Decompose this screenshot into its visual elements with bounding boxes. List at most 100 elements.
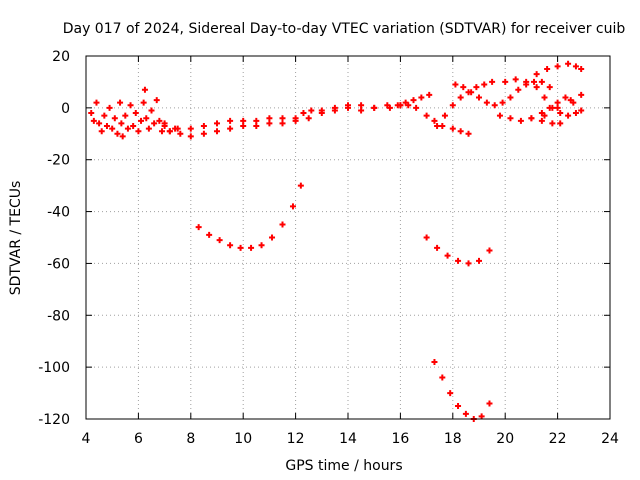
data-point bbox=[512, 76, 519, 83]
data-point bbox=[161, 120, 168, 127]
data-point bbox=[158, 128, 165, 135]
data-point bbox=[153, 97, 160, 104]
data-point bbox=[148, 107, 155, 114]
data-point bbox=[145, 125, 152, 132]
data-point bbox=[468, 89, 475, 96]
series-cross-b bbox=[452, 78, 553, 109]
data-point bbox=[457, 128, 464, 135]
data-point bbox=[118, 120, 125, 127]
data-point bbox=[554, 63, 561, 70]
data-point bbox=[426, 91, 433, 98]
axis-ticks: 4 6 8 10 12 14 16 18 20 22 24 -120 -100 -80 -60 -40 -20 0… bbox=[38, 49, 619, 447]
data-point bbox=[531, 78, 538, 85]
data-point bbox=[483, 99, 490, 106]
data-point bbox=[258, 242, 265, 249]
data-point bbox=[127, 102, 134, 109]
data-point bbox=[578, 107, 585, 114]
data-point bbox=[240, 123, 247, 130]
data-point bbox=[538, 78, 545, 85]
series-right-loop bbox=[533, 84, 585, 119]
data-point bbox=[541, 112, 548, 119]
data-point bbox=[248, 244, 255, 251]
x-tick-label: 8 bbox=[186, 431, 195, 447]
chart-title: Day 017 of 2024, Sidereal Day-to-day VTE… bbox=[63, 21, 626, 37]
data-point bbox=[214, 120, 220, 127]
data-point bbox=[96, 120, 103, 127]
data-point bbox=[195, 224, 202, 231]
y-tick-label: -120 bbox=[38, 412, 70, 428]
data-point bbox=[227, 242, 234, 249]
data-point bbox=[318, 107, 325, 114]
data-point bbox=[174, 125, 181, 132]
data-point bbox=[187, 133, 194, 140]
data-point bbox=[546, 104, 553, 111]
data-point bbox=[143, 115, 150, 122]
data-point bbox=[455, 403, 462, 410]
data-point bbox=[557, 110, 564, 117]
data-point bbox=[507, 94, 514, 101]
data-point bbox=[481, 81, 488, 88]
data-point bbox=[449, 125, 456, 132]
series-cluster-early bbox=[88, 86, 179, 140]
data-points bbox=[88, 60, 585, 422]
data-point bbox=[292, 115, 299, 122]
data-point bbox=[200, 130, 207, 137]
data-point bbox=[132, 110, 139, 117]
x-tick-label: 16 bbox=[391, 431, 409, 447]
data-point bbox=[523, 78, 530, 85]
data-point bbox=[462, 410, 469, 417]
data-point bbox=[541, 94, 548, 101]
data-point bbox=[434, 244, 441, 251]
data-point bbox=[130, 123, 137, 130]
y-tick-label: -20 bbox=[47, 153, 70, 169]
data-point bbox=[431, 117, 438, 124]
data-point bbox=[465, 130, 472, 137]
data-point bbox=[455, 257, 462, 264]
data-point bbox=[567, 97, 574, 104]
data-point bbox=[109, 125, 116, 132]
data-point bbox=[476, 94, 482, 101]
data-point bbox=[269, 234, 276, 241]
data-point bbox=[253, 117, 260, 124]
data-point bbox=[297, 182, 304, 189]
data-point bbox=[177, 130, 184, 137]
data-point bbox=[578, 65, 585, 72]
x-tick-label: 4 bbox=[82, 431, 91, 447]
data-point bbox=[418, 94, 425, 101]
data-point bbox=[478, 413, 485, 420]
data-point bbox=[200, 123, 207, 130]
series-dip-10 bbox=[195, 182, 304, 251]
data-point bbox=[358, 102, 365, 109]
data-point bbox=[279, 221, 286, 228]
x-tick-label: 14 bbox=[339, 431, 357, 447]
data-point bbox=[187, 125, 194, 132]
data-point bbox=[476, 257, 482, 264]
y-tick-label: -40 bbox=[47, 205, 70, 221]
data-point bbox=[371, 104, 378, 111]
data-point bbox=[122, 112, 129, 119]
data-point bbox=[441, 112, 448, 119]
data-point bbox=[444, 252, 451, 259]
data-point bbox=[331, 104, 338, 111]
series-dip-18-deep bbox=[431, 358, 493, 422]
data-point bbox=[237, 244, 244, 251]
data-point bbox=[447, 390, 454, 397]
data-point bbox=[151, 120, 158, 127]
data-point bbox=[289, 203, 296, 210]
data-point bbox=[528, 115, 535, 122]
data-point bbox=[279, 120, 286, 127]
data-point bbox=[533, 84, 540, 91]
data-point bbox=[90, 117, 97, 124]
data-point bbox=[557, 120, 564, 127]
x-tick-label: 22 bbox=[549, 431, 567, 447]
x-tick-label: 20 bbox=[496, 431, 514, 447]
data-point bbox=[103, 123, 110, 130]
data-point bbox=[135, 128, 142, 135]
x-tick-label: 12 bbox=[287, 431, 305, 447]
data-point bbox=[141, 86, 148, 93]
data-point bbox=[449, 102, 456, 109]
y-tick-label: -100 bbox=[38, 360, 70, 376]
data-point bbox=[98, 128, 105, 135]
data-point bbox=[305, 115, 312, 122]
series-low-flat bbox=[496, 112, 564, 127]
